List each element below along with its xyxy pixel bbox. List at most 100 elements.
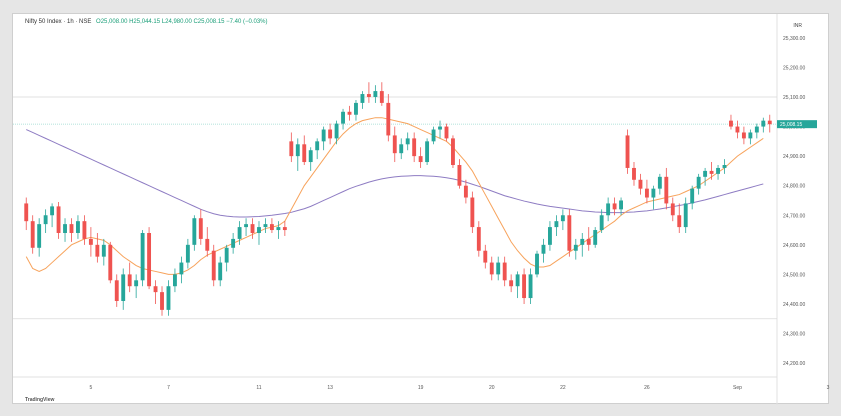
- candle-body: [599, 215, 604, 231]
- currency-label: INR: [793, 23, 802, 29]
- candle-body: [269, 224, 274, 231]
- candle-body: [677, 215, 682, 228]
- candle-body: [729, 120, 733, 127]
- candle-body: [703, 170, 708, 177]
- x-tick-label: 19: [418, 385, 424, 391]
- candle-body: [30, 221, 35, 248]
- candle-body: [302, 144, 307, 163]
- candle-body: [37, 224, 42, 248]
- y-tick-label: 24,400.00: [783, 302, 805, 308]
- candle-body: [741, 132, 746, 139]
- candle-body: [619, 200, 623, 210]
- candle-body: [392, 135, 397, 154]
- x-tick-label: 13: [327, 385, 333, 391]
- candle-body: [218, 262, 223, 281]
- candle-body: [88, 238, 93, 245]
- last-price-label: 25,008.15: [780, 122, 802, 128]
- candle-body: [373, 91, 378, 97]
- candle-body: [334, 123, 339, 139]
- candle-body: [509, 280, 514, 287]
- candle-body: [470, 197, 475, 228]
- candle-body: [354, 102, 358, 115]
- candle-body: [567, 215, 572, 251]
- candle-body: [366, 94, 371, 97]
- candle-body: [560, 215, 565, 222]
- tradingview-logo: TradingView: [25, 397, 55, 403]
- candle-body: [160, 292, 164, 310]
- candle-body: [166, 286, 171, 310]
- candle-body: [101, 244, 106, 257]
- candle-body: [43, 215, 48, 225]
- candle-body: [476, 227, 481, 251]
- candle-body: [425, 141, 430, 163]
- candlestick-chart[interactable]: 25,300.0025,200.0025,100.0025,000.0024,9…: [13, 14, 830, 405]
- candle-body: [263, 224, 268, 228]
- candle-body: [683, 203, 688, 228]
- candle-body: [696, 176, 701, 189]
- candle-body: [185, 244, 190, 263]
- x-tick-label: 20: [489, 385, 495, 391]
- y-tick-label: 25,100.00: [783, 95, 805, 101]
- candle-body: [761, 120, 766, 127]
- candle-body: [586, 238, 591, 245]
- last-price-badge: [777, 120, 817, 129]
- candle-body: [257, 227, 261, 233]
- candle-body: [315, 141, 320, 151]
- y-tick-label: 25,200.00: [783, 65, 805, 71]
- x-tick-label: Sep: [733, 385, 742, 391]
- candle-body: [638, 179, 643, 189]
- candle-body: [134, 280, 139, 287]
- candle-body: [50, 206, 55, 216]
- candle-body: [748, 132, 753, 139]
- candle-body: [250, 224, 255, 233]
- candle-body: [147, 233, 152, 287]
- candle-body: [580, 238, 585, 245]
- candle-body: [224, 247, 229, 263]
- y-tick-label: 24,700.00: [783, 213, 805, 219]
- x-tick-label: 22: [560, 385, 566, 391]
- candle-body: [76, 221, 80, 233]
- candle-body: [431, 129, 436, 142]
- candle-body: [489, 262, 494, 275]
- candle-body: [341, 111, 345, 124]
- candle-body: [244, 224, 248, 228]
- y-tick-label: 25,300.00: [783, 36, 805, 42]
- x-tick-label: 5: [89, 385, 92, 391]
- candle-body: [205, 238, 210, 251]
- candle-body: [451, 138, 455, 165]
- candle-body: [405, 138, 410, 145]
- candle-body: [767, 120, 772, 125]
- y-tick-label: 24,900.00: [783, 154, 805, 160]
- candle-body: [496, 262, 501, 275]
- candle-body: [716, 167, 720, 174]
- y-tick-label: 24,200.00: [783, 361, 805, 367]
- candle-body: [108, 244, 113, 281]
- x-tick-label: 7: [167, 385, 170, 391]
- candle-body: [379, 91, 384, 103]
- candle-body: [192, 218, 197, 245]
- candle-body: [548, 227, 552, 245]
- candle-body: [735, 126, 740, 133]
- candle-body: [412, 138, 417, 157]
- candle-body: [644, 188, 649, 198]
- candle-body: [463, 185, 468, 198]
- slow-moving-average-line: [26, 129, 764, 218]
- candle-body: [670, 203, 675, 216]
- candle-body: [522, 274, 527, 299]
- y-tick-label: 24,500.00: [783, 272, 805, 278]
- candle-body: [515, 274, 520, 287]
- candle-body: [95, 244, 100, 257]
- candle-body: [554, 221, 559, 228]
- candle-body: [632, 167, 636, 180]
- candle-body: [56, 206, 61, 233]
- candle-body: [418, 156, 423, 163]
- candle-body: [140, 233, 145, 281]
- chart-panel[interactable]: Nifty 50 Index · 1h · NSE O25,008.00 H25…: [12, 13, 830, 405]
- y-tick-label: 24,600.00: [783, 243, 805, 249]
- candle-body: [321, 129, 326, 142]
- candle-body: [690, 188, 695, 204]
- candle-body: [399, 144, 404, 154]
- x-tick-label: 3: [827, 385, 830, 391]
- candle-body: [651, 188, 656, 198]
- candle-body: [438, 126, 442, 130]
